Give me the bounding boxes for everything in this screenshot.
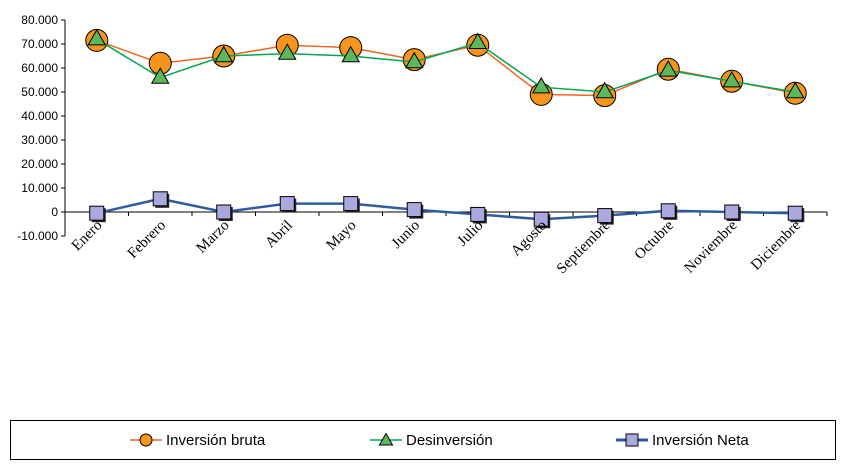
data-point-desinversion-noviembre [722,70,742,88]
legend: Inversión bruta Desinversión Inversión N… [10,420,836,460]
legend-swatch-inversion-neta [616,433,648,447]
data-point-desinversion-junio [404,51,424,69]
series-line-desinversion [96,38,796,93]
y-tick-label: 20.000 [21,157,58,171]
data-point-desinversion-septiembre [595,81,615,99]
data-point-inversion-neta-mayo [343,196,359,212]
y-tick-label: 0 [51,205,58,219]
x-tick-label-octubre: Octubre [632,217,678,263]
data-point-inversion-neta-enero [89,205,105,221]
y-tick-label: 10.000 [21,181,58,195]
x-tick-label-febrero: Febrero [125,218,169,262]
data-point-desinversion-abril [277,43,297,60]
data-point-desinversion-enero [87,28,107,46]
data-point-inversion-neta-diciembre [787,205,803,221]
legend-label-inversion-bruta: Inversión bruta [166,431,266,449]
x-tick-label-marzo: Marzo [194,218,233,257]
series-inversion-neta [89,191,805,229]
data-point-desinversion-diciembre [785,81,805,99]
data-point-inversion-neta-julio [470,206,486,222]
x-tick-label-noviembre: Noviembre [682,217,741,276]
x-tick-label-enero: Enero [69,218,106,255]
legend-item-desinversion: Desinversión [369,430,493,450]
y-tick-label: 40.000 [21,109,58,123]
series-line-inversion-bruta [96,39,796,97]
series-inversion-bruta [85,28,807,108]
legend-label-desinversion: Desinversión [406,431,493,449]
data-point-desinversion-marzo [214,45,234,63]
legend-item-inversion-bruta: Inversión bruta [129,430,265,450]
y-tick-label: 60.000 [21,61,58,75]
data-point-desinversion-julio [468,32,488,49]
x-tick-label-septiembre: Septiembre [554,217,614,277]
legend-label-inversion-neta: Inversión Neta [652,431,749,449]
data-point-inversion-neta-febrero [152,191,168,207]
x-tick-label-agosto: Agosto [508,218,550,260]
data-point-inversion-neta-septiembre [597,208,613,224]
y-tick-label: 30.000 [21,133,58,147]
legend-swatch-desinversion [370,432,402,446]
x-tick-label-diciembre: Diciembre [748,217,804,273]
legend-item-inversion-neta: Inversión Neta [615,430,749,450]
series-line-inversion-neta [96,197,796,221]
data-point-inversion-neta-marzo [216,204,232,220]
data-point-desinversion-octubre [658,60,678,77]
y-tick-label: 50.000 [21,85,58,99]
data-point-inversion-neta-agosto [533,211,549,227]
x-tick-label-abril: Abril [262,218,296,252]
series-desinversion [87,28,805,99]
data-point-desinversion-mayo [341,45,361,63]
data-point-desinversion-agosto [531,76,551,94]
x-tick-label-junio: Junio [389,218,423,252]
data-point-inversion-neta-noviembre [724,204,740,220]
y-tick-label: 80.000 [21,13,58,27]
data-point-inversion-neta-junio [406,202,422,218]
y-tick-label: 70.000 [21,37,58,51]
y-tick-label: -10.000 [17,229,58,243]
data-point-desinversion-febrero [150,67,170,84]
data-point-inversion-neta-octubre [660,203,676,219]
data-point-inversion-neta-abril [279,196,295,212]
x-tick-label-mayo: Mayo [324,218,360,254]
legend-swatch-inversion-bruta [130,433,162,447]
